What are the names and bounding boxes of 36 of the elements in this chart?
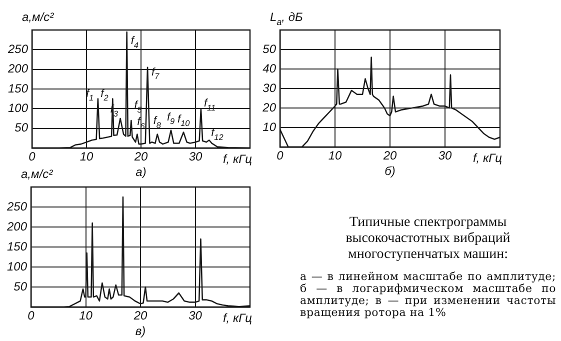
y-tick-label: 100	[6, 259, 28, 274]
y-tick-label: 30	[262, 80, 276, 95]
y-tick-label: 200	[6, 219, 28, 234]
y-tick-label: 40	[262, 61, 276, 76]
x-tick-label: 10	[80, 150, 94, 164]
y-tick-label: 20	[262, 100, 276, 114]
y-tick-label: 50	[14, 279, 28, 294]
x-tick-label: 30	[438, 148, 452, 163]
x-tick-label: 0	[28, 150, 36, 164]
y-tick-label: 250	[6, 199, 28, 214]
text: б)	[384, 164, 396, 178]
y-tick-label: 10	[262, 120, 276, 134]
x-tick-label: 30	[188, 308, 202, 323]
x-tick-label: 20	[382, 148, 397, 163]
x-tick-label: 10	[79, 308, 93, 323]
x-tick-label: 20	[133, 150, 148, 164]
y-tick-label: 50	[14, 120, 28, 135]
x-axis-title: f, кГц	[222, 152, 252, 166]
y-axis-title: a,м/с²	[22, 10, 55, 24]
x-tick-label: 20	[132, 308, 148, 323]
text: а — в линейном масштабе по амплитуде; б — в логарифмическом масштабе по амплитуде; в — при изменении частоты вращения ротора на 1%	[300, 270, 556, 319]
text: Типичные спектрограммы высокочастотных вибраций многоступенчатых машин:	[344, 215, 512, 263]
y-tick-label: 50	[262, 42, 276, 56]
y-axis-title: a,м/с²	[21, 167, 54, 181]
x-tick-label: 0	[28, 308, 35, 323]
y-tick-label: 250	[6, 42, 28, 56]
y-tick-label: 200	[6, 62, 28, 76]
y-tick-label: 150	[6, 239, 28, 254]
y-tick-label: 150	[8, 81, 28, 96]
x-axis-title: f, кГц	[222, 311, 252, 325]
x-tick-label: 30	[188, 150, 202, 164]
y-tick-label: 100	[8, 101, 28, 116]
x-axis-title: f, кГц	[472, 151, 502, 165]
x-tick-label: 10	[328, 148, 342, 163]
x-tick-label: 0	[276, 148, 284, 163]
text: в)	[135, 324, 146, 338]
